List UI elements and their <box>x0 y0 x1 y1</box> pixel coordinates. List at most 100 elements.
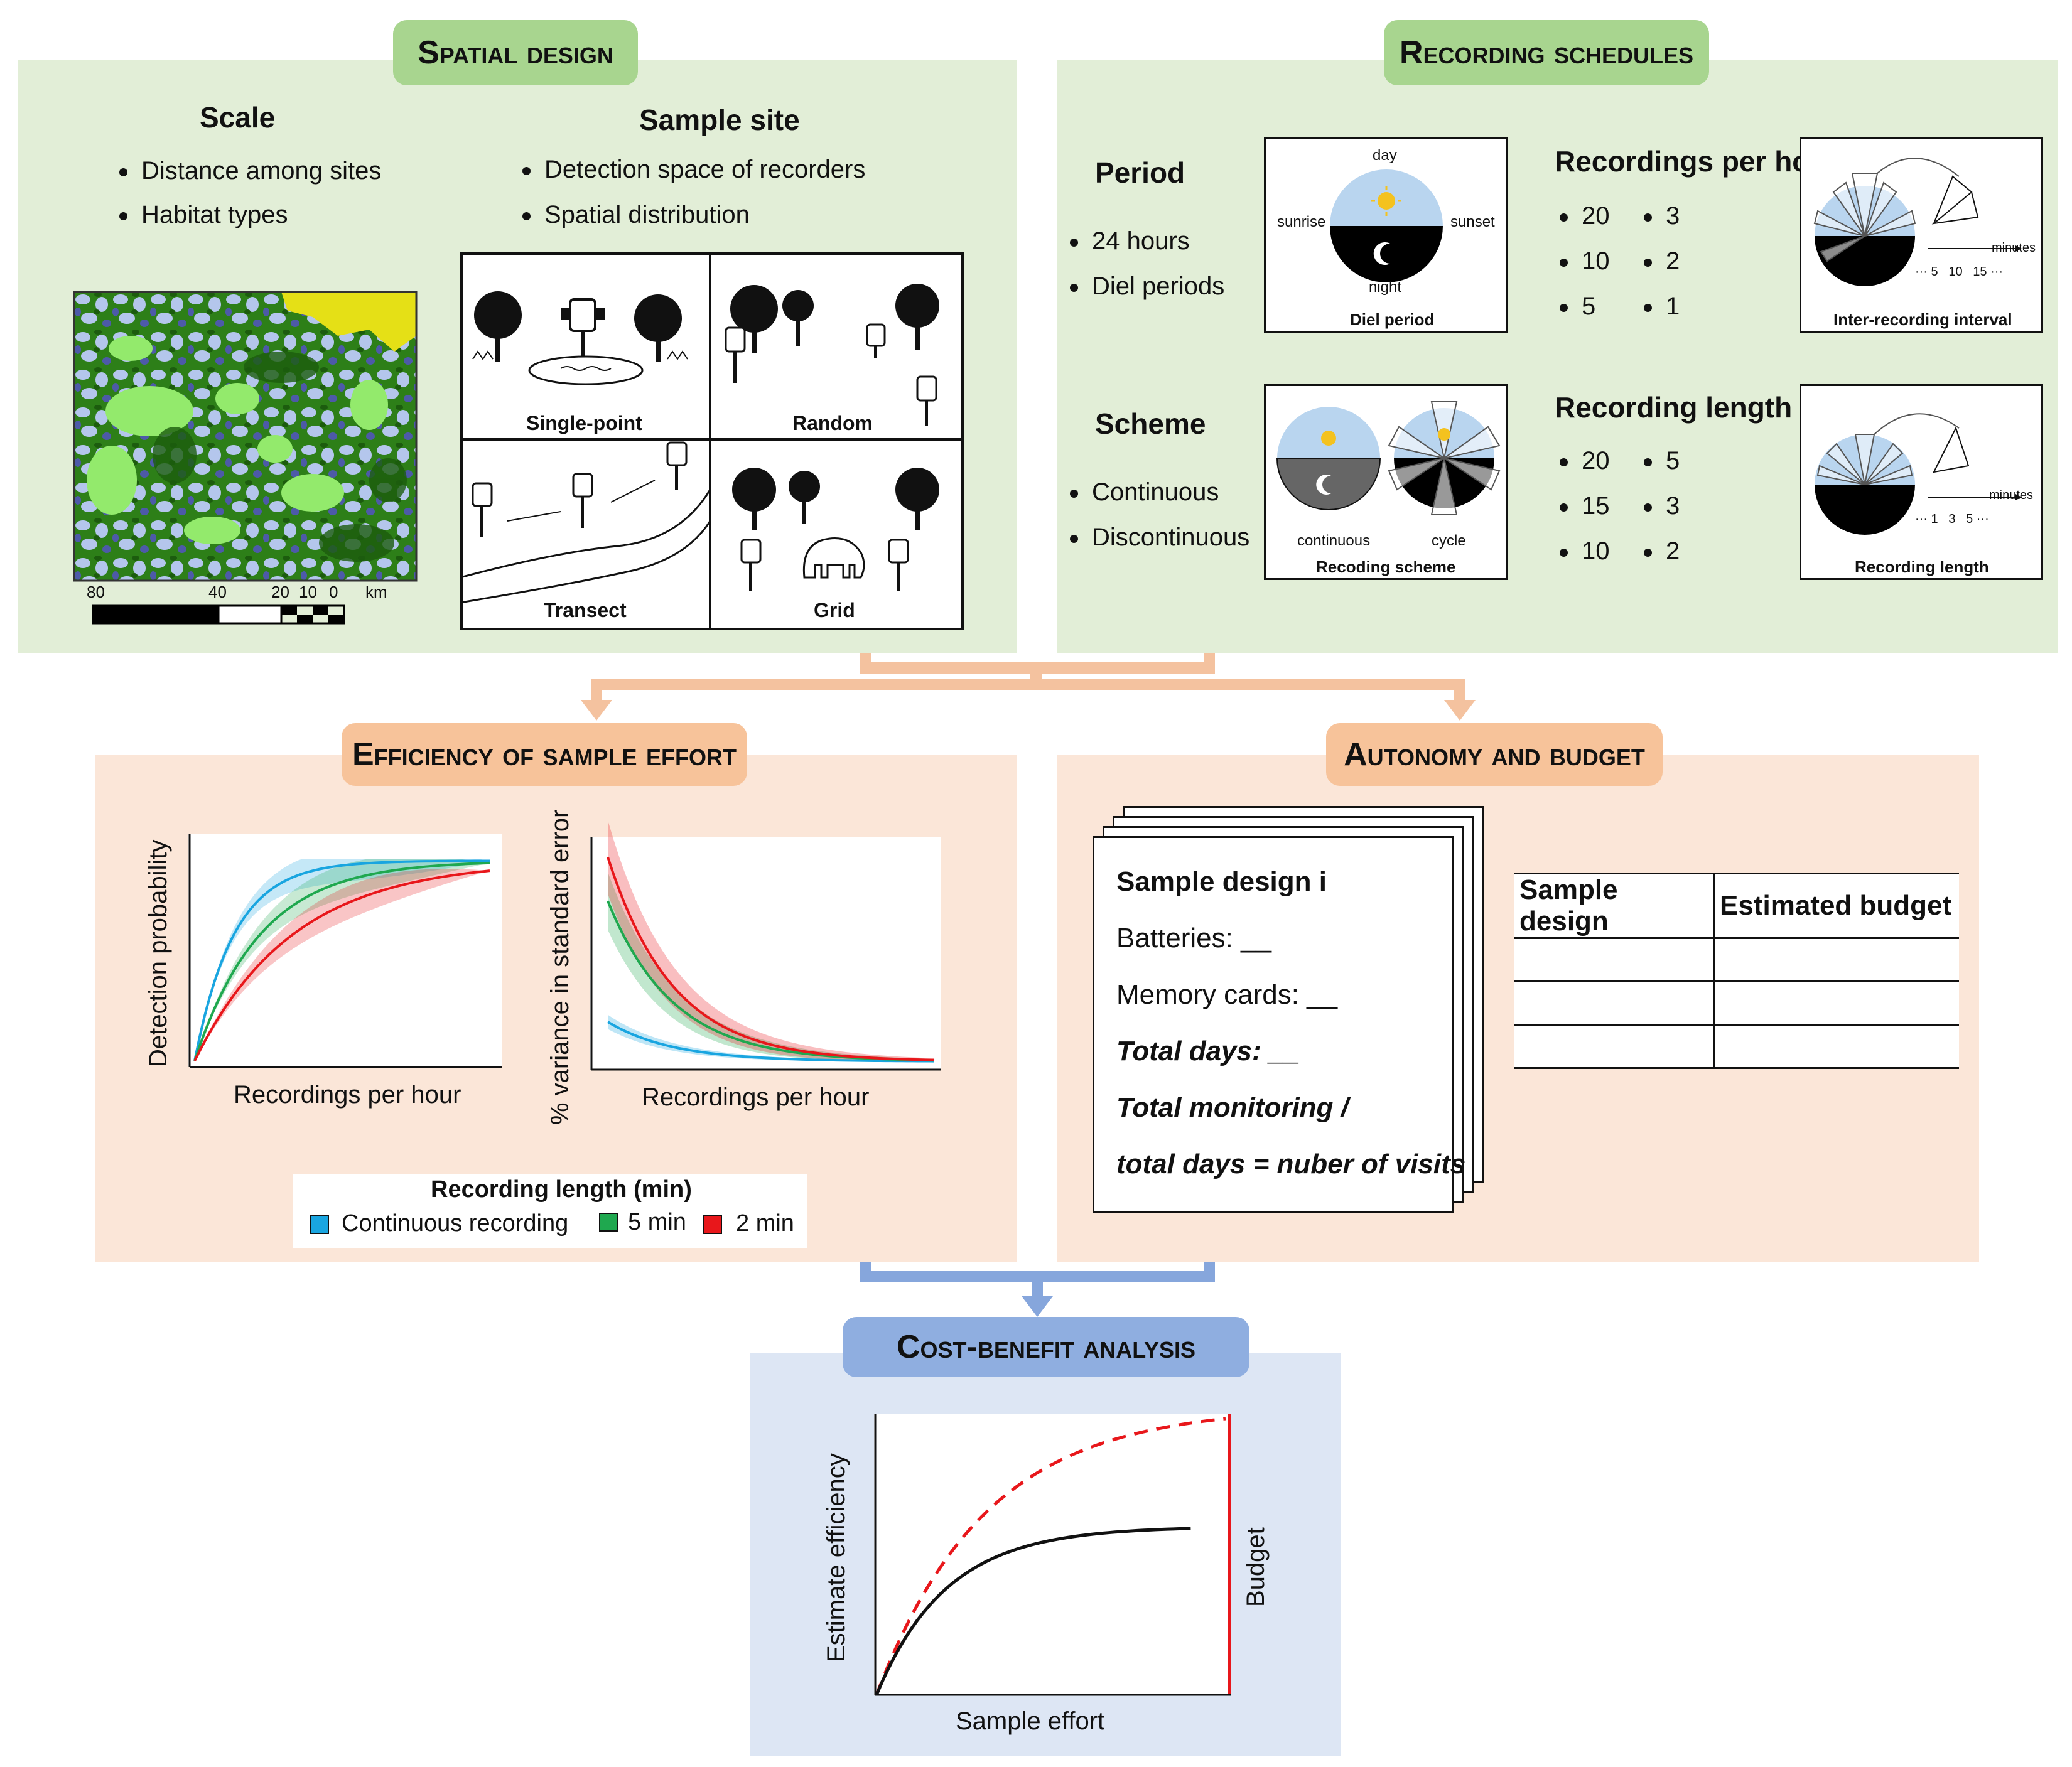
arrow-head-down <box>1022 1296 1053 1317</box>
single-point-scene <box>472 291 688 385</box>
rph-value: 5 <box>1560 293 1595 321</box>
legend-label-2min: 2 min <box>736 1210 794 1237</box>
design-label-grid: Grid <box>814 599 855 621</box>
card-line-visits: total days = nuber of visits <box>1116 1149 1466 1179</box>
card-title: Sample design i <box>1116 866 1327 897</box>
chart2-ylabel: % variance in standard error <box>546 809 574 1125</box>
series-band-2 <box>195 869 490 1061</box>
transect-scene <box>460 441 711 604</box>
rph-value: 10 <box>1560 247 1610 276</box>
budget-cell <box>1713 1024 1959 1069</box>
table-row <box>1514 1024 1959 1069</box>
legend-label-continuous: Continuous recording <box>342 1210 569 1237</box>
recording-schedules-header: Recording schedules <box>1384 20 1709 85</box>
scale-item: Habitat types <box>119 201 288 229</box>
cost-ylabel: Estimate efficiency <box>823 1453 850 1662</box>
map-scale-tick: 0 <box>329 583 338 601</box>
cost-xlabel: Sample effort <box>956 1707 1105 1735</box>
scheme-item: Continuous <box>1070 478 1219 507</box>
site-item: Detection space of recorders <box>522 156 865 184</box>
table-row <box>1514 937 1959 982</box>
autonomy-header: Autonomy and budget <box>1326 723 1663 786</box>
budget-table: Sample design Estimated budget <box>1514 873 1959 1069</box>
recording-length-box <box>1800 384 2043 580</box>
scheme-caption: Recoding scheme <box>1316 557 1456 576</box>
series-line-2 <box>193 869 490 1061</box>
legend-swatch-2min <box>703 1215 722 1234</box>
scheme-cycle-label: cycle <box>1432 532 1466 549</box>
interval-minutes-label: minutes <box>1992 241 2036 255</box>
design-label-random: Random <box>792 412 873 434</box>
cost-connector <box>860 1262 1215 1299</box>
rph-value: 3 <box>1644 202 1680 230</box>
budget-header-design: Sample design <box>1514 873 1714 939</box>
arrow-head-left <box>581 700 612 721</box>
budget-cell <box>1514 937 1714 982</box>
diel-caption: Diel period <box>1350 310 1435 329</box>
rph-value: 2 <box>1644 247 1680 276</box>
length-value: 15 <box>1560 492 1610 520</box>
variance-chart <box>590 820 941 1071</box>
diel-clock <box>1330 169 1443 282</box>
series-line-2 <box>607 856 935 1061</box>
spatial-connector <box>860 653 1215 674</box>
chart1-xlabel: Recordings per hour <box>234 1081 461 1109</box>
period-heading: Period <box>1095 156 1185 189</box>
legend-title: Recording length (min) <box>431 1176 692 1203</box>
card-line-memory: Memory cards: __ <box>1116 979 1338 1010</box>
grid-scene <box>732 468 939 591</box>
length-value: 10 <box>1560 537 1610 566</box>
legend-swatch-5min <box>599 1213 618 1232</box>
split-connector <box>591 668 1465 703</box>
cycle-clock <box>1388 401 1501 515</box>
map-scale-unit: km <box>365 583 387 601</box>
recording-length-heading: Recording length <box>1555 391 1793 424</box>
map-scale-tick: 10 <box>299 583 317 601</box>
cost-benefit-chart <box>874 1414 1231 1696</box>
rph-value: 1 <box>1644 293 1680 321</box>
length-value: 2 <box>1644 537 1680 566</box>
interval-ticks-label: ··· 5 10 15 ··· <box>1915 265 2004 279</box>
series-line-1 <box>193 861 490 1061</box>
card-line-batteries: Batteries: __ <box>1116 923 1272 953</box>
cost-benefit-header: Cost-benefit analysis <box>843 1317 1249 1377</box>
map-scale-tick: 20 <box>271 583 289 601</box>
sample-design-card <box>1093 836 1454 1213</box>
budget-cell <box>1514 980 1714 1026</box>
card-line-monitoring: Total monitoring / <box>1116 1092 1349 1123</box>
series-line-0 <box>607 1021 935 1063</box>
scale-item: Distance among sites <box>119 157 381 185</box>
sample-design-illustrations <box>460 252 963 629</box>
table-row <box>1514 980 1959 1026</box>
period-item: Diel periods <box>1070 272 1224 301</box>
habitat-map <box>73 291 418 582</box>
length-clock <box>1815 413 2022 535</box>
continuous-clock <box>1276 407 1381 510</box>
scheme-continuous-label: continuous <box>1297 532 1371 549</box>
budget-cell <box>1713 980 1959 1026</box>
scheme-heading: Scheme <box>1095 407 1206 440</box>
recordings-per-hour-heading: Recordings per hour <box>1555 145 1839 178</box>
site-item: Spatial distribution <box>522 201 750 229</box>
map-scale-bar <box>92 604 345 625</box>
budget-header-budget: Estimated budget <box>1713 873 1959 939</box>
chart1-ylabel: Detection probability <box>144 839 172 1067</box>
diel-sunrise-label: sunrise <box>1277 213 1326 230</box>
length-ticks-label: ··· 1 3 5 ··· <box>1915 512 1989 526</box>
scheme-item: Discontinuous <box>1070 524 1249 552</box>
budget-cell <box>1514 1024 1714 1069</box>
period-item: 24 hours <box>1070 227 1190 255</box>
design-label-transect: Transect <box>544 599 627 621</box>
efficiency-legend <box>293 1174 807 1248</box>
diel-day-label: day <box>1373 147 1397 164</box>
arrow-head-right <box>1444 700 1476 721</box>
diel-sunset-label: sunset <box>1450 213 1495 230</box>
sample-site-heading: Sample site <box>639 104 800 136</box>
interval-caption: Inter-recording interval <box>1833 310 2012 329</box>
detection-probability-chart <box>188 834 502 1068</box>
legend-swatch-continuous <box>310 1215 329 1234</box>
interval-clock <box>1813 158 2022 286</box>
length-value: 3 <box>1644 492 1680 520</box>
design-label-single-point: Single-point <box>526 412 642 434</box>
